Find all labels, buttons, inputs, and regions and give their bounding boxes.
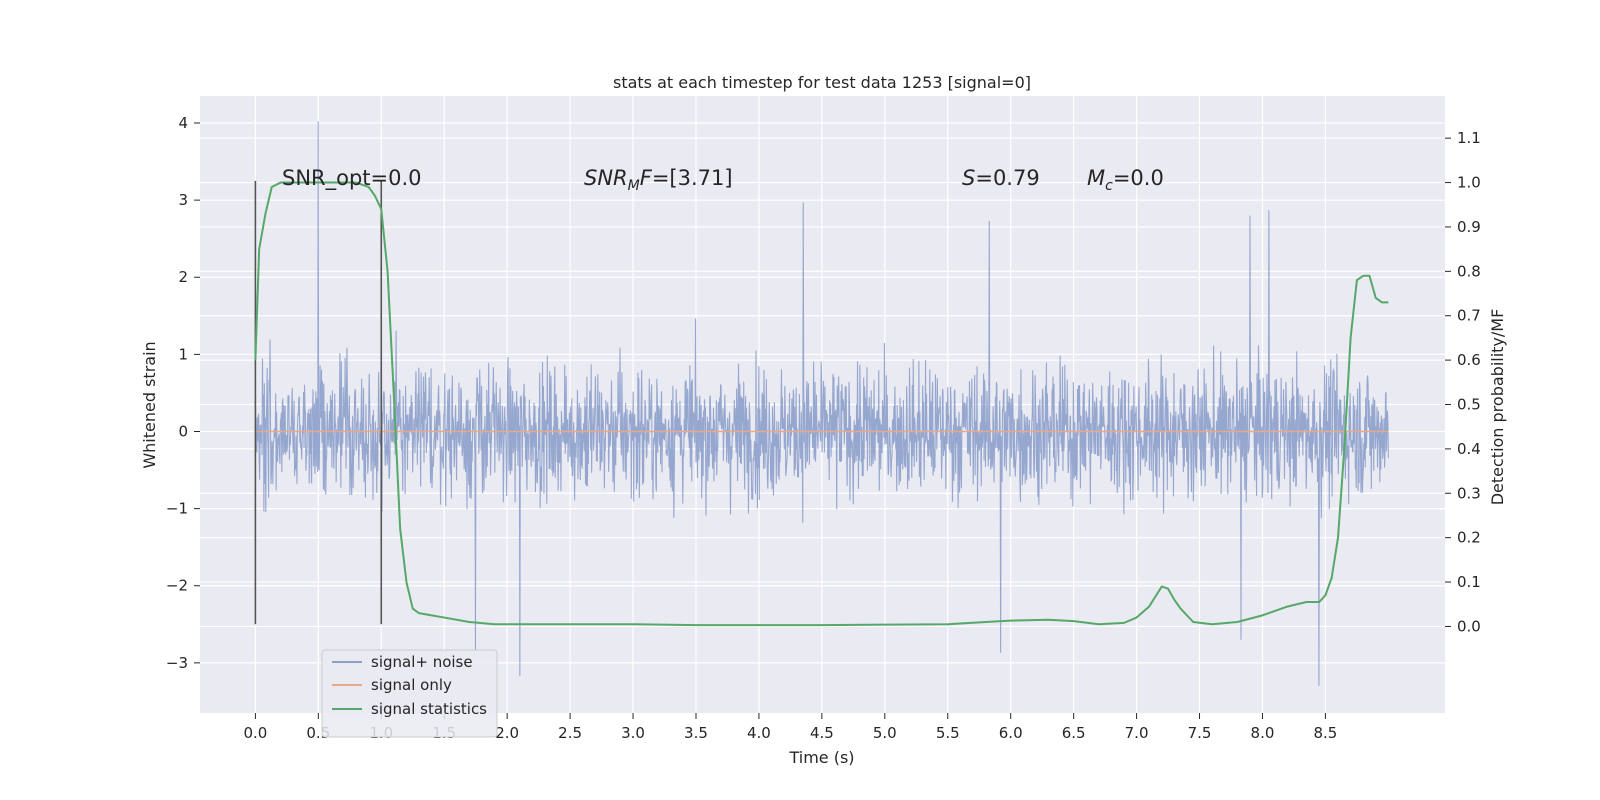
annotation-snr-mf-value: =[3.71] (652, 166, 733, 190)
series-signal-statistics (254, 181, 1389, 627)
legend-label-signal-noise: signal+ noise (371, 653, 473, 671)
annotation-snr-opt: SNR_opt=0.0 (282, 166, 422, 191)
series-signal-noise (254, 121, 1389, 687)
y2-tick-label: 0.6 (1457, 351, 1481, 369)
annotation-mc: Mc=0.0 (1087, 166, 1164, 194)
legend: signal+ noise signal only signal statist… (321, 649, 498, 738)
x-tick-label: 6.5 (1062, 724, 1086, 742)
x-axis-label: Time (s) (788, 748, 854, 767)
annotation-snr-mf: SNRMF=[3.71] (584, 166, 733, 194)
signal-noise-line (254, 121, 1389, 687)
y2-tick-label: 1.1 (1457, 129, 1481, 147)
y-tick-label: 3 (178, 191, 188, 209)
x-tick-label: 7.0 (1125, 724, 1149, 742)
y2-tick-label: 1.0 (1457, 174, 1481, 192)
annotation-snr-mf-tail: F (640, 166, 653, 190)
legend-label-signal-statistics: signal statistics (371, 700, 487, 718)
y-axis-label: Whitened strain (140, 341, 159, 468)
x-tick-label: 3.5 (684, 724, 708, 742)
y2-tick-label: 0.4 (1457, 440, 1481, 458)
y-tick-label: 2 (178, 268, 188, 286)
annotation-mc-symbol: M (1087, 166, 1105, 190)
legend-label-signal-only: signal only (371, 676, 452, 694)
y2-tick-label: 0.1 (1457, 573, 1481, 591)
y2-tick-label: 0.8 (1457, 262, 1481, 280)
y2-tick-label: 0.2 (1457, 529, 1481, 547)
x-tick-label: 7.5 (1188, 724, 1212, 742)
x-tick-label: 0.0 (243, 724, 267, 742)
annotation-s: S=0.79 (962, 166, 1040, 190)
x-tick-label: 4.5 (810, 724, 834, 742)
annotation-mc-subscript: c (1105, 178, 1113, 194)
x-tick-label: 5.0 (873, 724, 897, 742)
annotation-snr-mf-subscript: M (628, 178, 640, 194)
y-tick-label: 4 (178, 114, 188, 132)
y2-axis-label: Detection probability/MF (1488, 309, 1507, 506)
signal-statistics-line (254, 181, 1389, 627)
y2-tick-label: 0.9 (1457, 218, 1481, 236)
annotation-mc-value: =0.0 (1113, 166, 1164, 190)
x-tick-label: 8.5 (1313, 724, 1337, 742)
x-tick-label: 2.5 (558, 724, 582, 742)
y-tick-label: 1 (178, 345, 188, 363)
x-tick-label: 2.0 (495, 724, 519, 742)
y2-tick-label: 0.7 (1457, 307, 1481, 325)
y2-tick-label: 0.5 (1457, 396, 1481, 414)
axis-ticks: 0.00.51.01.52.02.53.03.54.04.55.05.56.06… (166, 114, 1481, 742)
legend-box (321, 649, 498, 738)
chart-title: stats at each timestep for test data 125… (613, 73, 1031, 92)
annotation-snr-mf-symbol: SNR (584, 166, 628, 190)
x-tick-label: 8.0 (1251, 724, 1275, 742)
y-tick-label: −2 (166, 577, 188, 595)
y-tick-label: 0 (178, 422, 188, 440)
x-tick-label: 3.0 (621, 724, 645, 742)
x-tick-label: 5.5 (936, 724, 960, 742)
vertical-markers (254, 180, 383, 625)
y-tick-label: −1 (166, 500, 188, 518)
y2-tick-label: 0.0 (1457, 617, 1481, 635)
y2-tick-label: 0.3 (1457, 484, 1481, 502)
annotation-s-symbol: S (962, 166, 975, 190)
annotation-s-value: =0.79 (975, 166, 1039, 190)
y-tick-label: −3 (166, 654, 188, 672)
x-tick-label: 6.0 (999, 724, 1023, 742)
x-tick-label: 4.0 (747, 724, 771, 742)
